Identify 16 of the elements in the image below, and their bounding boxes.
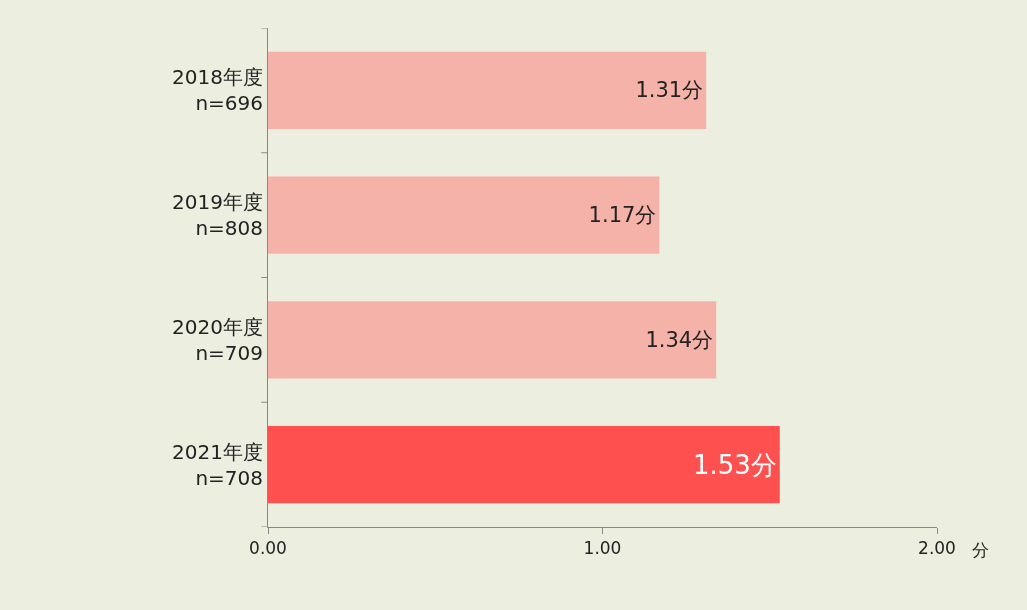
data-label: 1.31分: [635, 78, 704, 103]
x-tick-label: 2.00: [918, 538, 956, 559]
y-tick-label: 2020年度 n=709: [172, 314, 263, 365]
bar: [268, 301, 717, 379]
data-label: 1.17分: [588, 203, 657, 228]
y-tick-label: 2019年度 n=808: [172, 190, 263, 241]
data-label: 1.53分: [692, 449, 777, 480]
data-label: 1.34分: [645, 327, 714, 352]
y-tick-label: 2021年度 n=708: [172, 439, 263, 490]
x-tick-label: 1.00: [583, 538, 622, 559]
bar: [268, 176, 660, 254]
bar: [268, 425, 780, 504]
bar: [268, 51, 707, 130]
y-tick-label: 2018年度 n=696: [172, 65, 263, 116]
x-axis-title: 分: [972, 540, 989, 560]
x-tick-label: 0.00: [249, 538, 287, 559]
